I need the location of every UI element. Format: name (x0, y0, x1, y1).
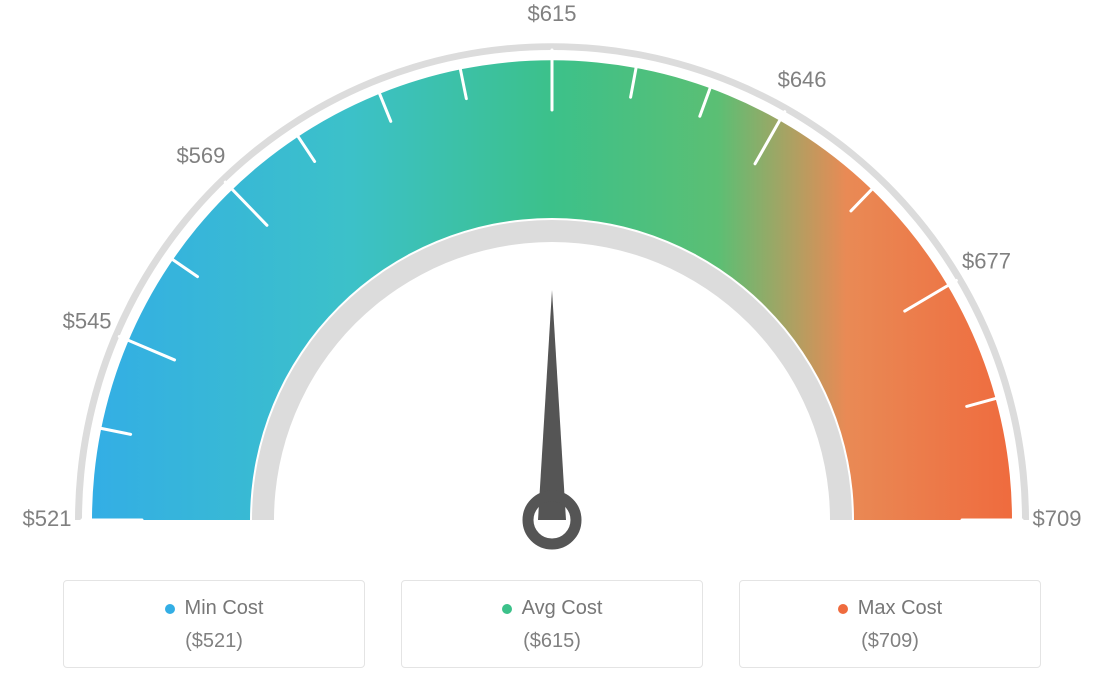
legend-value-max: ($709) (740, 630, 1040, 653)
gauge-tick-label: $709 (1033, 506, 1082, 531)
legend-dot-min (165, 604, 175, 614)
legend-card-min: Min Cost ($521) (63, 580, 365, 668)
legend-card-max: Max Cost ($709) (739, 580, 1041, 668)
legend-row: Min Cost ($521) Avg Cost ($615) Max Cost… (0, 580, 1104, 668)
legend-card-avg: Avg Cost ($615) (401, 580, 703, 668)
gauge-chart: $521 $545 $569 $615 $646 $677 $709 (0, 0, 1104, 560)
gauge-tick-label: $646 (778, 67, 827, 92)
legend-label-avg: Avg Cost (522, 597, 603, 620)
gauge-tick-label: $521 (23, 506, 72, 531)
legend-value-min: ($521) (64, 630, 364, 653)
legend-title-min: Min Cost (165, 597, 264, 620)
legend-dot-avg (502, 604, 512, 614)
legend-title-max: Max Cost (838, 597, 942, 620)
gauge-tick-label: $677 (962, 248, 1011, 273)
gauge-svg: $521 $545 $569 $615 $646 $677 $709 (0, 0, 1104, 560)
legend-dot-max (838, 604, 848, 614)
gauge-tick-label: $545 (63, 309, 112, 334)
gauge-tick-label: $615 (528, 1, 577, 26)
legend-label-max: Max Cost (858, 597, 942, 620)
legend-title-avg: Avg Cost (502, 597, 603, 620)
legend-value-avg: ($615) (402, 630, 702, 653)
gauge-needle (538, 290, 566, 520)
legend-label-min: Min Cost (185, 597, 264, 620)
gauge-tick-label: $569 (176, 143, 225, 168)
